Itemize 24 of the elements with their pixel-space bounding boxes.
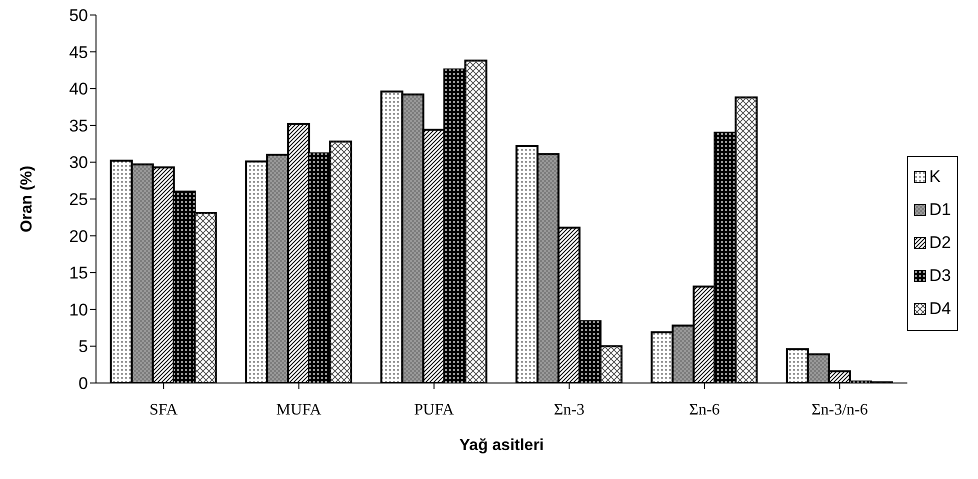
x-tick-label: Σn-3 bbox=[554, 401, 585, 418]
x-axis-title: Yağ asitleri bbox=[459, 437, 544, 454]
x-tick-label: Σn-3/n-6 bbox=[811, 401, 868, 418]
y-tick-label: 20 bbox=[69, 226, 88, 246]
y-tick-label: 10 bbox=[69, 300, 88, 320]
y-tick-label: 45 bbox=[69, 42, 88, 62]
y-tick-label: 50 bbox=[69, 6, 88, 26]
y-tick-label: 40 bbox=[69, 80, 88, 99]
y-tick-label: 15 bbox=[69, 264, 88, 283]
y-tick-label: 30 bbox=[69, 153, 88, 172]
y-tick-label: 5 bbox=[78, 337, 88, 356]
x-tick-label: Σn-6 bbox=[689, 401, 720, 418]
legend-label: D1 bbox=[929, 200, 951, 220]
legend-label: K bbox=[929, 167, 941, 187]
y-tick-label: 0 bbox=[78, 374, 88, 394]
y-tick-label: 25 bbox=[69, 190, 88, 210]
x-tick-label: MUFA bbox=[276, 401, 322, 418]
y-axis-title: Oran (%) bbox=[18, 166, 36, 232]
y-tick-label: 35 bbox=[69, 116, 88, 136]
x-tick-label: SFA bbox=[150, 401, 178, 418]
legend-label: D2 bbox=[929, 233, 951, 253]
x-tick-label: PUFA bbox=[414, 401, 454, 418]
legend-label: D3 bbox=[929, 266, 951, 286]
legend-label: D4 bbox=[929, 299, 951, 319]
